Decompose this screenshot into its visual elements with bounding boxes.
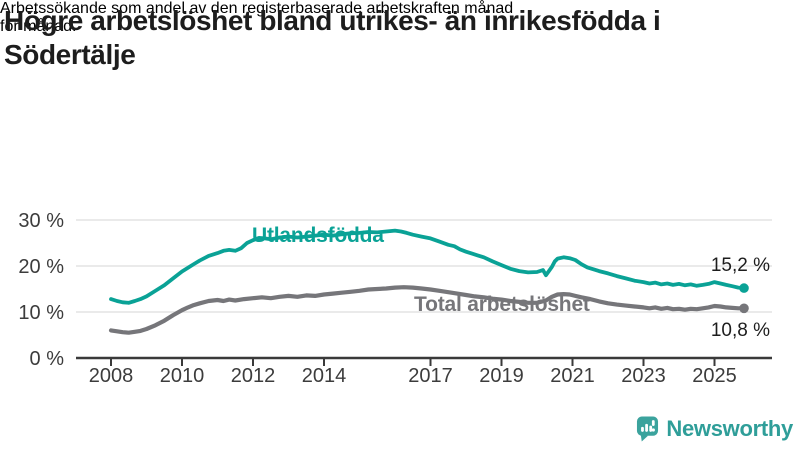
x-tick-label: 2023 (621, 365, 666, 387)
chart-subtitle-line-1: Arbetssökande som andel av den registerb… (0, 0, 514, 17)
y-tick-label: 10 % (18, 302, 64, 324)
newsworthy-chart-bubble-icon (636, 416, 659, 442)
series-label-total-arbetsloshet: Total arbetslöshet (414, 293, 590, 316)
x-tick-label: 2014 (302, 365, 347, 387)
chart-title-line-2: Södertälje (4, 39, 136, 70)
end-value-label-total: 10,8 % (710, 320, 770, 341)
chart-area: 30 % 20 % 10 % 0 % 2008 2010 2012 2014 2017 2019 2… (0, 195, 800, 400)
newsworthy-logo-text: Newsworthy (666, 416, 793, 441)
series-end-dot (739, 303, 749, 314)
series-label-utlandsfodda: Utlandsfödda (252, 224, 384, 247)
series-line-total-arbetsl-shet (108, 285, 747, 335)
y-tick-label: 30 % (18, 210, 64, 232)
chart-subtitle-line-2: för månad. (0, 18, 77, 35)
x-tick-label: 2019 (479, 365, 524, 387)
chart-title: Högre arbetslöshet bland utrikes- än inr… (4, 4, 798, 72)
x-tick-label: 2025 (692, 365, 737, 387)
x-tick-label: 2021 (550, 365, 595, 387)
series-line-utlandsf-dda (109, 228, 746, 305)
end-value-label-utlandsfodda: 15,2 % (710, 255, 770, 276)
x-tick-label: 2010 (160, 365, 205, 387)
x-tick-label: 2008 (89, 365, 134, 387)
chart-title-line-1: Högre arbetslöshet bland utrikes- än inr… (4, 5, 661, 36)
y-tick-label: 0 % (30, 348, 65, 370)
x-tick-label: 2017 (408, 365, 453, 387)
newsworthy-logo: Newsworthy (636, 414, 793, 444)
x-tick-label: 2012 (231, 365, 276, 387)
series-end-dot (739, 283, 749, 293)
line-chart-canvas: 30 % 20 % 10 % 0 % 2008 2010 2012 2014 2017 2019 2… (18, 210, 772, 387)
y-tick-label: 20 % (18, 256, 64, 278)
